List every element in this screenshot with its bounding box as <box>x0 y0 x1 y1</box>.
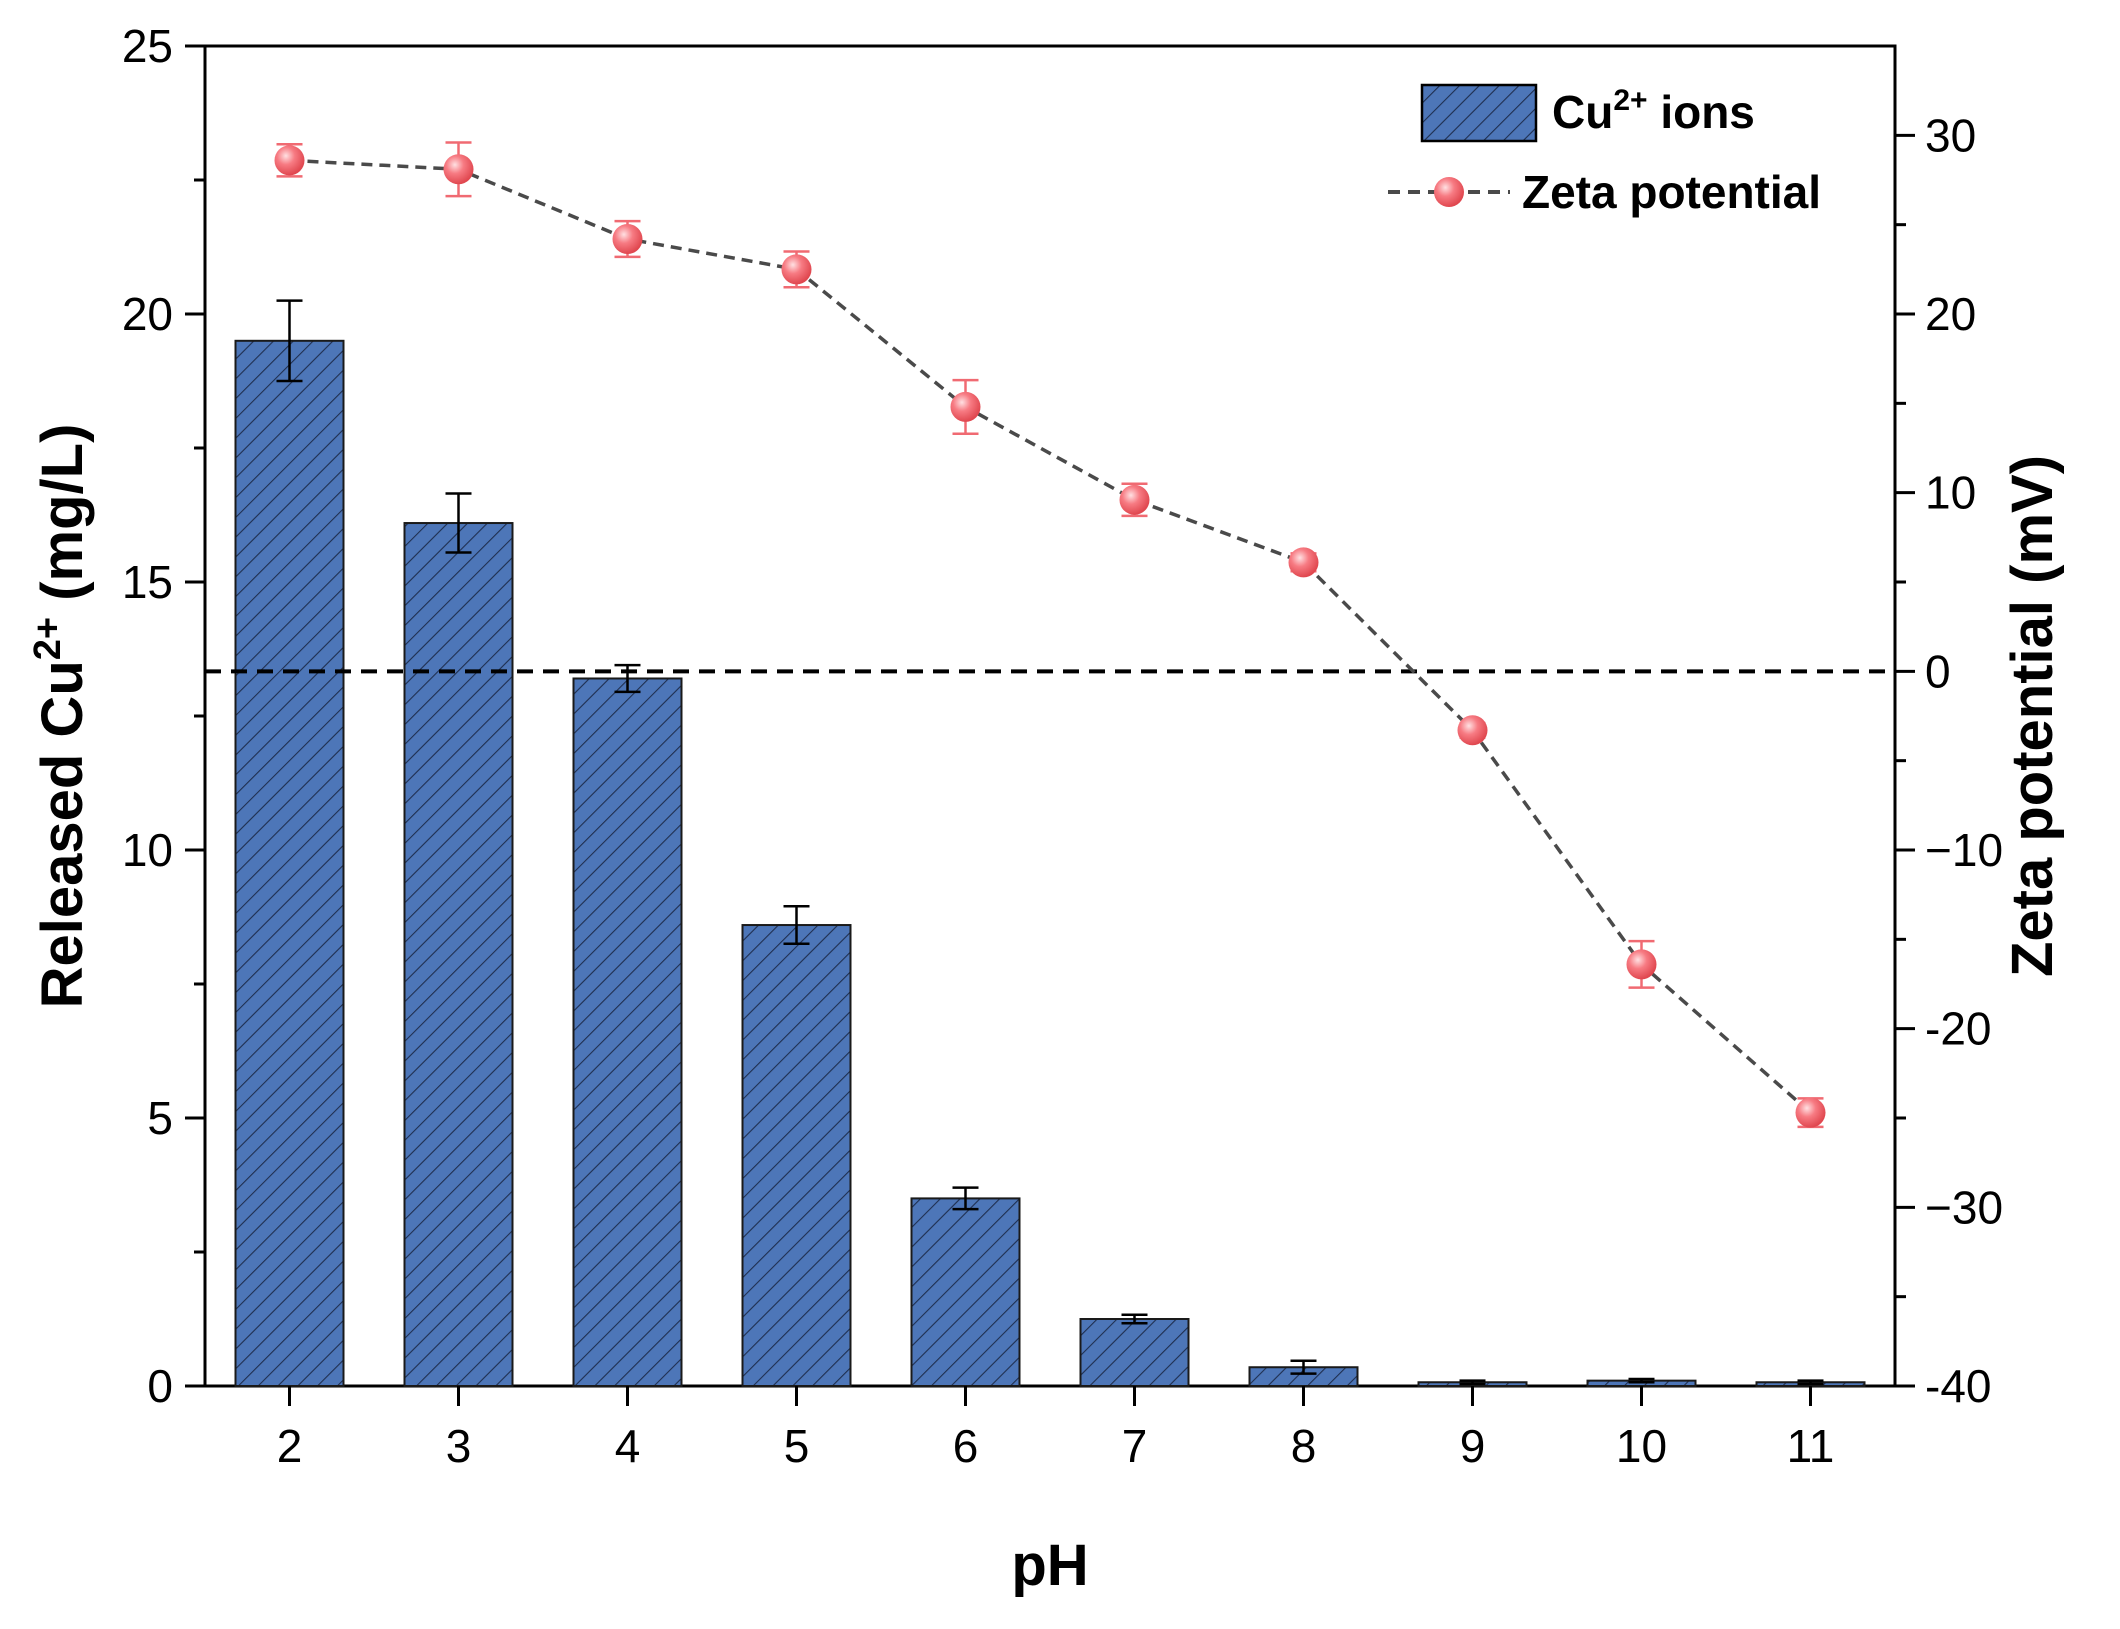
bar-ph-4 <box>572 677 683 1387</box>
bar-ph-7 <box>1079 1318 1190 1387</box>
y-axis-left-title: Released Cu2+ (mg/L) <box>27 424 95 1009</box>
x-tick-label-9: 9 <box>1460 1420 1486 1472</box>
x-tick-label-10: 10 <box>1616 1420 1667 1472</box>
y-right-tick-label--30: −30 <box>1925 1181 2003 1233</box>
zeta-point-ph-2 <box>274 145 305 176</box>
zeta-point-ph-4 <box>612 223 643 254</box>
legend-line-label: Zeta potential <box>1522 166 1821 218</box>
y-left-tick-label-20: 20 <box>122 288 173 340</box>
bars-layer <box>234 299 1866 1388</box>
x-tick-label-4: 4 <box>615 1420 641 1472</box>
y-left-tick-label-25: 25 <box>122 20 173 72</box>
y-left-tick-label-10: 10 <box>122 824 173 876</box>
zeta-point-ph-10 <box>1626 949 1657 980</box>
legend-marker <box>1434 177 1464 207</box>
zeta-line-layer <box>274 141 1826 1129</box>
y-right-tick-label-10: 10 <box>1925 467 1976 519</box>
zeta-point-ph-9 <box>1457 715 1488 746</box>
axes-layer: 2 3 4 5 6 7 8 9 10 11 0 5 10 15 20 25 -40 −30 -20 −10 0 10 20 3… <box>122 20 2003 1472</box>
y-left-tick-label-15: 15 <box>122 556 173 608</box>
y-left-tick-label-0: 0 <box>147 1360 173 1412</box>
y-right-tick-label-0: 0 <box>1925 645 1951 697</box>
bar-ph-3 <box>403 522 514 1387</box>
x-tick-label-6: 6 <box>953 1420 979 1472</box>
legend-bar-swatch <box>1420 83 1538 143</box>
zeta-point-ph-3 <box>443 154 474 185</box>
x-tick-label-2: 2 <box>277 1420 303 1472</box>
bar-ph-5 <box>741 924 852 1387</box>
legend-bar-label: Cu2+ ions <box>1552 84 1755 138</box>
y-right-tick-label-30: 30 <box>1925 109 1976 161</box>
bar-ph-2 <box>234 339 345 1387</box>
zeta-point-ph-5 <box>781 254 812 285</box>
x-tick-label-5: 5 <box>784 1420 810 1472</box>
x-tick-label-11: 11 <box>1787 1420 1835 1472</box>
x-tick-label-7: 7 <box>1122 1420 1148 1472</box>
x-tick-label-8: 8 <box>1291 1420 1317 1472</box>
zeta-point-ph-7 <box>1119 484 1150 515</box>
x-axis-title: pH <box>1011 1533 1088 1598</box>
legend: Cu2+ ions Zeta potential <box>1388 83 1821 218</box>
y-right-tick-label--10: −10 <box>1925 824 2003 876</box>
zeta-point-ph-11 <box>1795 1097 1826 1128</box>
y-right-tick-label--20: -20 <box>1925 1003 1991 1055</box>
y-axis-right-title: Zeta potential (mV) <box>2000 455 2065 977</box>
y-left-tick-label-5: 5 <box>147 1092 173 1144</box>
x-tick-label-3: 3 <box>446 1420 472 1472</box>
y-right-tick-label--40: -40 <box>1925 1360 1991 1412</box>
y-right-tick-label-20: 20 <box>1925 288 1976 340</box>
zeta-point-ph-8 <box>1288 547 1319 578</box>
zeta-point-ph-6 <box>950 391 981 422</box>
bar-ph-6 <box>910 1197 1021 1388</box>
zeta-series-line <box>289 158 1812 1114</box>
